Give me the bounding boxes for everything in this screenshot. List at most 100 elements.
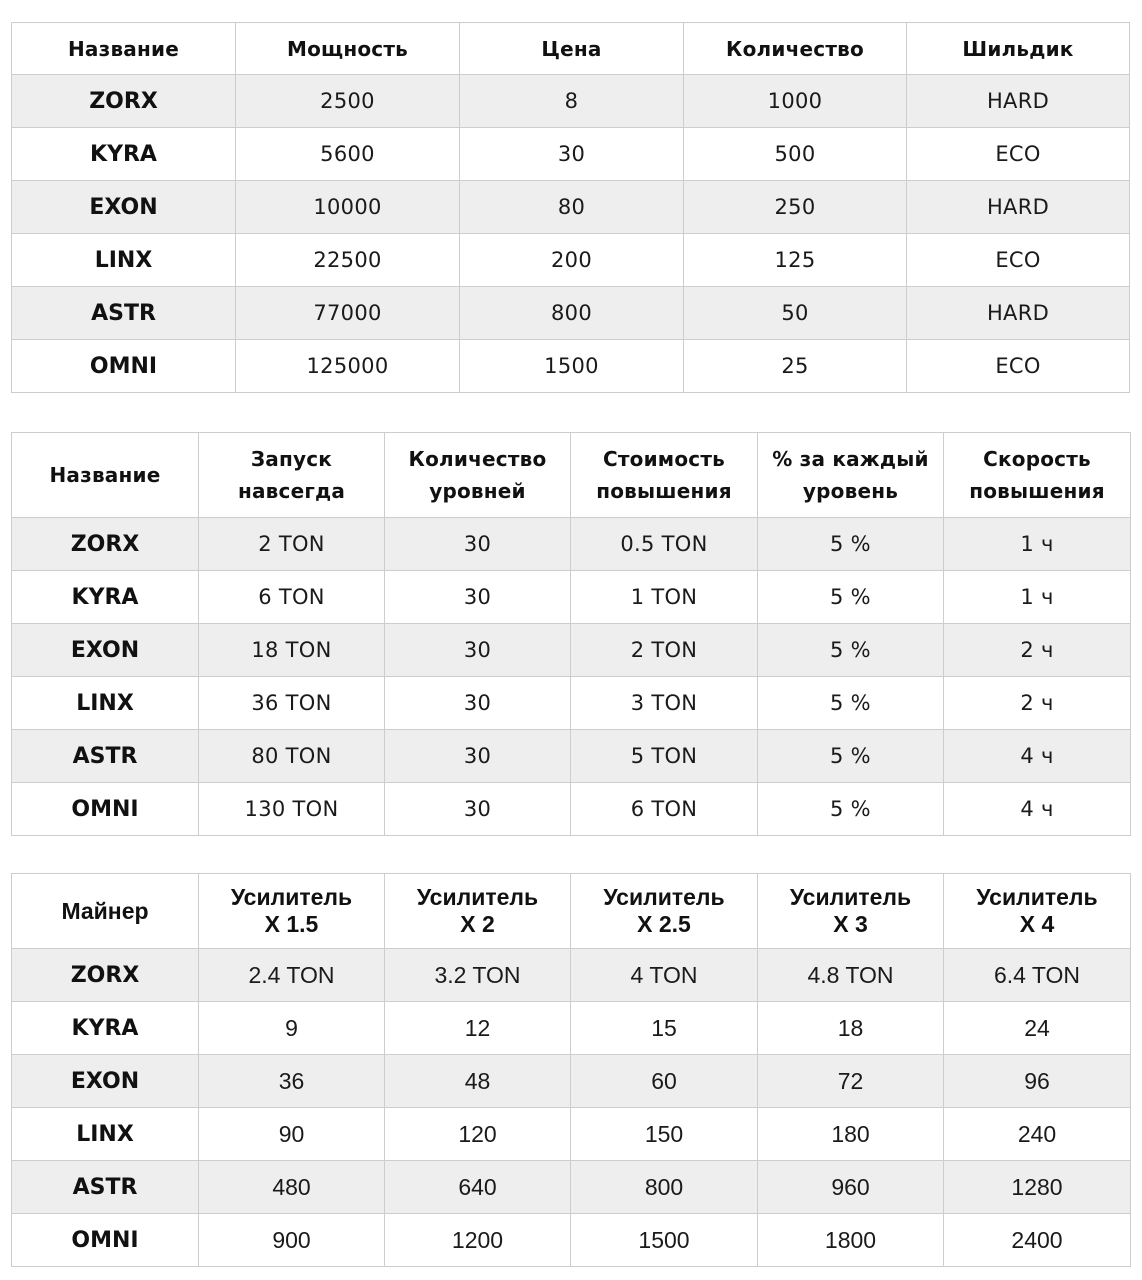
cell-name: EXON (11, 180, 236, 234)
column-header-quantity: Количество (683, 22, 907, 75)
header-line: Запуск (250, 447, 333, 471)
cell-booster-x2-5: 15 (570, 1001, 758, 1055)
table-row: OMNI 125000 1500 25 ECO (11, 339, 1130, 393)
cell-cost: 6 TON (570, 782, 758, 836)
cell-booster-x2: 48 (384, 1054, 571, 1108)
table-row: ZORX 2500 8 1000 HARD (11, 74, 1130, 128)
cell-quantity: 1000 (683, 74, 907, 128)
cell-levels: 30 (384, 623, 571, 677)
header-line: Стоимость (602, 447, 725, 471)
cell-quantity: 25 (683, 339, 907, 393)
cell-levels: 30 (384, 729, 571, 783)
table-row: KYRA 9 12 15 18 24 (11, 1001, 1131, 1055)
cell-name: KYRA (11, 127, 236, 181)
header-line: Количество (408, 447, 547, 471)
header-row: Название Запуск навсегда Количество уров… (11, 432, 1131, 518)
header-line: Усилитель (230, 884, 353, 910)
header-row: Майнер Усилитель X 1.5 Усилитель X 2 Уси… (11, 873, 1131, 949)
cell-levels: 30 (384, 517, 571, 571)
column-header-level-count: Количество уровней (384, 432, 571, 518)
cell-booster-x4: 96 (943, 1054, 1131, 1108)
cell-booster-x3: 4.8 TON (757, 948, 944, 1002)
cell-price: 30 (459, 127, 684, 181)
cell-booster-x1-5: 2.4 TON (198, 948, 385, 1002)
table-row: LINX 36 TON 30 3 TON 5 % 2 ч (11, 676, 1131, 730)
cell-name: ZORX (11, 74, 236, 128)
cell-booster-x1-5: 9 (198, 1001, 385, 1055)
cell-speed: 1 ч (943, 570, 1131, 624)
cell-booster-x3: 72 (757, 1054, 944, 1108)
column-header-power: Мощность (235, 22, 460, 75)
cell-cost: 5 TON (570, 729, 758, 783)
cell-name: ZORX (11, 517, 199, 571)
column-header-badge: Шильдик (906, 22, 1130, 75)
cell-badge: HARD (906, 286, 1130, 340)
column-header-booster-x4: Усилитель X 4 (943, 873, 1131, 949)
header-line: X 3 (833, 911, 868, 937)
header-line: X 2.5 (637, 911, 691, 937)
column-header-booster-x2-5: Усилитель X 2.5 (570, 873, 758, 949)
cell-booster-x2: 640 (384, 1160, 571, 1214)
cell-badge: HARD (906, 180, 1130, 234)
cell-badge: ECO (906, 339, 1130, 393)
cell-power: 77000 (235, 286, 460, 340)
cell-miner: ZORX (11, 948, 199, 1002)
column-header-name: Название (11, 432, 199, 518)
cell-price: 80 (459, 180, 684, 234)
header-line: уровень (802, 479, 899, 503)
cell-booster-x4: 1280 (943, 1160, 1131, 1214)
cell-name: ASTR (11, 729, 199, 783)
cell-booster-x2: 3.2 TON (384, 948, 571, 1002)
table-row: EXON 36 48 60 72 96 (11, 1054, 1131, 1108)
header-line: повышения (969, 479, 1105, 503)
cell-percent: 5 % (757, 570, 944, 624)
cell-percent: 5 % (757, 782, 944, 836)
cell-launch: 6 TON (198, 570, 385, 624)
cell-quantity: 500 (683, 127, 907, 181)
cell-levels: 30 (384, 782, 571, 836)
cell-badge: ECO (906, 233, 1130, 287)
cell-miner: OMNI (11, 1213, 199, 1267)
cell-booster-x2-5: 150 (570, 1107, 758, 1161)
column-header-upgrade-speed: Скорость повышения (943, 432, 1131, 518)
column-header-miner: Майнер (11, 873, 199, 949)
column-header-booster-x2: Усилитель X 2 (384, 873, 571, 949)
header-line: Усилитель (789, 884, 912, 910)
cell-price: 200 (459, 233, 684, 287)
cell-speed: 2 ч (943, 623, 1131, 677)
cell-miner: ASTR (11, 1160, 199, 1214)
boosters-table: Майнер Усилитель X 1.5 Усилитель X 2 Уси… (11, 873, 1131, 1267)
cell-launch: 130 TON (198, 782, 385, 836)
cell-levels: 30 (384, 570, 571, 624)
header-line: X 1.5 (264, 911, 319, 937)
table-row: EXON 10000 80 250 HARD (11, 180, 1130, 234)
cell-percent: 5 % (757, 623, 944, 677)
table-row: KYRA 6 TON 30 1 TON 5 % 1 ч (11, 570, 1131, 624)
cell-launch: 18 TON (198, 623, 385, 677)
cell-cost: 3 TON (570, 676, 758, 730)
miners-table: Название Мощность Цена Количество Шильди… (11, 22, 1130, 393)
table-row: ZORX 2 TON 30 0.5 TON 5 % 1 ч (11, 517, 1131, 571)
cell-booster-x3: 18 (757, 1001, 944, 1055)
table-row: ZORX 2.4 TON 3.2 TON 4 TON 4.8 TON 6.4 T… (11, 948, 1131, 1002)
cell-booster-x2: 1200 (384, 1213, 571, 1267)
cell-booster-x2: 120 (384, 1107, 571, 1161)
cell-booster-x4: 24 (943, 1001, 1131, 1055)
cell-booster-x1-5: 900 (198, 1213, 385, 1267)
cell-speed: 2 ч (943, 676, 1131, 730)
column-header-name: Название (11, 22, 236, 75)
column-header-booster-x1-5: Усилитель X 1.5 (198, 873, 385, 949)
cell-booster-x2: 12 (384, 1001, 571, 1055)
header-line: Скорость (983, 447, 1091, 471)
table-row: ASTR 80 TON 30 5 TON 5 % 4 ч (11, 729, 1131, 783)
table-row: ASTR 77000 800 50 HARD (11, 286, 1130, 340)
cell-booster-x1-5: 480 (198, 1160, 385, 1214)
cell-badge: ECO (906, 127, 1130, 181)
column-header-percent-per-level: % за каждый уровень (757, 432, 944, 518)
column-header-booster-x3: Усилитель X 3 (757, 873, 944, 949)
cell-speed: 4 ч (943, 729, 1131, 783)
cell-percent: 5 % (757, 676, 944, 730)
cell-speed: 4 ч (943, 782, 1131, 836)
cell-launch: 2 TON (198, 517, 385, 571)
cell-cost: 2 TON (570, 623, 758, 677)
